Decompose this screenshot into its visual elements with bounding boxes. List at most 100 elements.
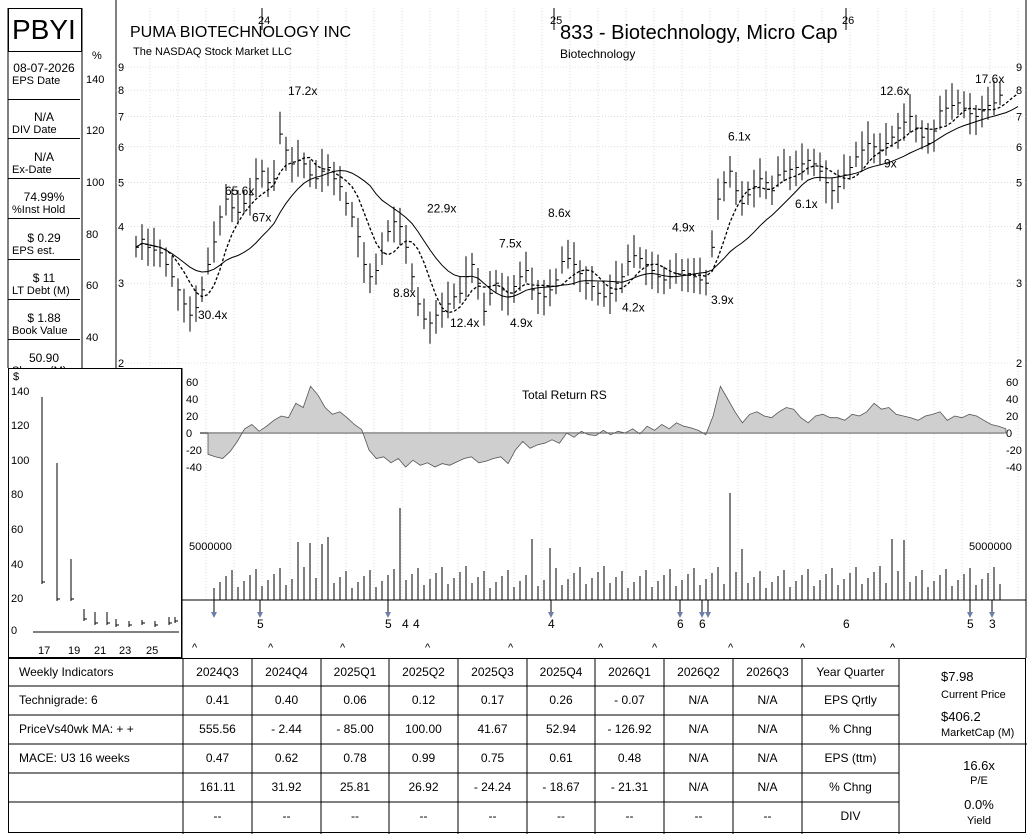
- inset-y-tick: 100: [11, 455, 29, 467]
- caret-marker: ^: [728, 642, 734, 654]
- left-info-label: EPS est.: [12, 245, 55, 257]
- table-value-cell: --: [557, 809, 565, 823]
- table-row-label: MACE: U3 16 weeks: [19, 751, 130, 765]
- table-value-cell: - 21.31: [610, 780, 649, 794]
- table-value-cell: 0.47: [205, 751, 230, 765]
- percent-symbol: %: [92, 50, 102, 62]
- earnings-arrow-icon: [705, 612, 711, 618]
- left-info-label: Ex-Date: [12, 164, 52, 176]
- left-info-value: 50.90: [28, 351, 60, 365]
- price-tick-left: 7: [118, 111, 124, 123]
- pe-annotation: 4.2x: [622, 300, 645, 314]
- earnings-arrow-icon: [548, 612, 554, 618]
- table-value-cell: 25.81: [339, 780, 371, 794]
- inset-currency: $: [13, 371, 20, 383]
- left-info-item: $ 0.29 EPS est.: [8, 221, 80, 260]
- volume-mark-label: 5: [257, 617, 264, 631]
- inset-x-tick: 25: [146, 645, 158, 657]
- volume-mark-label: 4: [402, 617, 409, 631]
- table-value-cell: 31.92: [271, 780, 302, 794]
- pe-annotation: 8.6x: [548, 206, 571, 220]
- table-value-cell: 0.12: [411, 693, 436, 707]
- table-value-cell: 0.26: [549, 693, 573, 707]
- table-value-cell: --: [488, 809, 497, 823]
- inset-y-tick: 0: [11, 625, 17, 637]
- table-value-cell: N/A: [688, 693, 709, 707]
- price-tick-left: 8: [118, 85, 124, 97]
- volume-mark-label: 6: [843, 617, 850, 631]
- rs-tick-left: 0: [186, 428, 192, 440]
- pe-annotation: 67x: [252, 211, 271, 225]
- caret-marker: ^: [890, 642, 896, 654]
- rs-tick-right: 20: [1006, 411, 1018, 423]
- left-info-item: 08-07-2026 EPS Date: [8, 61, 80, 100]
- table-value-cell: N/A: [688, 751, 709, 765]
- indicator-table: Weekly Indicators 2024Q3 2024Q4 2025Q1 2025Q…: [8, 658, 1027, 834]
- yield-label: Yield: [966, 815, 992, 827]
- table-value-cell: 0.75: [480, 751, 505, 765]
- left-info-label: DIV Date: [12, 124, 57, 136]
- left-info-value: $ 1.88: [27, 311, 61, 325]
- rs-tick-right: 0: [1006, 428, 1012, 440]
- pe-ratio: 16.6x: [963, 758, 995, 773]
- price-tick-right: 6: [1016, 142, 1022, 154]
- price-tick-left: 3: [118, 278, 124, 290]
- price-tick-right: 8: [1016, 85, 1022, 97]
- current-price-label: Current Price: [941, 689, 1006, 701]
- table-value-cell: 0.48: [617, 751, 642, 765]
- inset-x-tick: 19: [68, 645, 80, 657]
- price-tick-right: 5: [1016, 178, 1022, 190]
- rs-tick-left: 60: [186, 377, 198, 389]
- earnings-arrow-icon: [967, 612, 973, 618]
- table-value-cell: N/A: [757, 693, 778, 707]
- table-value-cell: 52.94: [545, 722, 577, 736]
- table-row-label: PriceVs40wk MA: + +: [19, 722, 134, 736]
- caret-marker: ^: [652, 642, 658, 654]
- table-value-cell: --: [625, 809, 634, 823]
- caret-marker: ^: [508, 642, 514, 654]
- left-info-value: N/A: [33, 150, 54, 164]
- market-cap: $406.2: [941, 709, 981, 724]
- rs-tick-right: -40: [1006, 462, 1022, 474]
- pe-annotation: 22.9x: [427, 201, 456, 215]
- table-header-cell: 2025Q3: [471, 665, 514, 679]
- table-value-cell: 100.00: [405, 722, 442, 736]
- volume-label-right: 5000000: [969, 541, 1012, 553]
- table-header-cell: 2026Q3: [746, 665, 789, 679]
- rs-tick-left: -40: [186, 462, 202, 474]
- table-value-cell: - 2.44: [271, 722, 302, 736]
- pe-annotation: 4.9x: [672, 221, 695, 235]
- rs-tick-left: 40: [186, 394, 198, 406]
- left-info-label: Book Value: [12, 325, 68, 337]
- inset-x-tick: 21: [94, 645, 106, 657]
- left-info-item: $ 1.88 Book Value: [8, 301, 80, 340]
- table-value-cell: --: [351, 809, 359, 823]
- volume-mark-label: 4: [548, 617, 555, 631]
- inset-y-tick: 80: [11, 489, 23, 501]
- inset-chart: $ 140 120 100 80 60 40 20 0 17 19 21 23 25: [8, 368, 182, 658]
- pe-label: P/E: [970, 775, 988, 787]
- table-value-cell: 0.62: [274, 751, 299, 765]
- pe-annotation: 6.1x: [728, 129, 751, 143]
- table-header-cell: 2026Q1: [608, 665, 651, 679]
- inset-y-tick: 20: [11, 593, 23, 605]
- left-info-value: $ 11: [32, 271, 56, 285]
- pe-annotation: 17.6x: [975, 72, 1004, 86]
- exchange-name: The NASDAQ Stock Market LLC: [133, 46, 292, 58]
- year-label: 24: [258, 15, 270, 27]
- table-value-cell: 41.67: [477, 722, 508, 736]
- table-value-cell: N/A: [757, 751, 778, 765]
- table-value-cell: N/A: [688, 722, 709, 736]
- rs-title: Total Return RS: [522, 388, 607, 402]
- percent-tick: 40: [86, 332, 99, 344]
- left-info-label: LT Debt (M): [12, 285, 70, 297]
- inset-y-tick: 40: [11, 559, 23, 571]
- table-value-cell: - 126.92: [607, 722, 652, 736]
- ticker-box: PBYI: [8, 8, 82, 52]
- caret-marker: ^: [425, 642, 431, 654]
- market-cap-label: MarketCap (M): [941, 727, 1015, 739]
- table-value-cell: - 85.00: [336, 722, 374, 736]
- price-tick-left: 6: [118, 142, 124, 154]
- earnings-arrow-icon: [211, 612, 217, 618]
- percent-tick: 80: [86, 229, 99, 241]
